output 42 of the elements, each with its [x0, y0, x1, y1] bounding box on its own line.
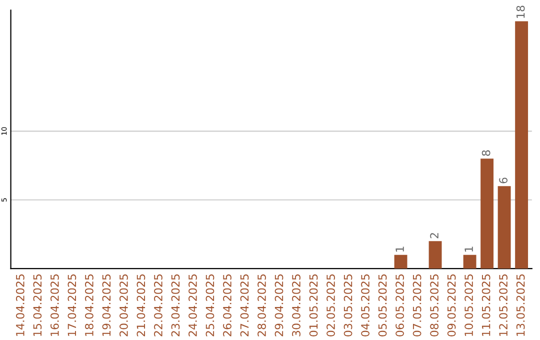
x-tick-label: 19.04.2025 [102, 274, 111, 336]
x-tick-label: 27.04.2025 [240, 274, 249, 336]
x-tick-label: 16.04.2025 [50, 274, 59, 336]
bar [463, 254, 476, 269]
data-label: 6 [499, 178, 508, 184]
data-label: 1 [396, 246, 404, 252]
bar [394, 254, 408, 269]
x-tick-label: 21.04.2025 [136, 274, 146, 336]
x-tick-label: 13.05.2025 [516, 274, 525, 336]
x-tick-label: 24.04.2025 [188, 274, 197, 336]
x-tick-label: 20.04.2025 [120, 274, 128, 336]
x-tick-label: 26.04.2025 [223, 274, 232, 336]
data-label: 18 [516, 6, 525, 18]
x-tick-label: 23.04.2025 [171, 274, 180, 336]
data-label: 8 [482, 150, 490, 156]
bar [498, 186, 511, 269]
bar [515, 21, 528, 269]
x-tick-label: 04.05.2025 [361, 274, 370, 336]
x-tick-label: 01.05.2025 [309, 274, 318, 336]
x-tick-label: 02.05.2025 [326, 274, 335, 336]
x-tick-label: 05.05.2025 [378, 274, 387, 336]
data-label: 2 [430, 233, 438, 238]
bar [480, 158, 494, 269]
x-tick-label: 29.04.2025 [274, 274, 284, 336]
bar [428, 241, 442, 269]
data-label: 1 [464, 246, 473, 252]
x-tick-label: 06.05.2025 [396, 274, 404, 336]
x-tick-label: 12.05.2025 [499, 274, 508, 336]
x-tick-label: 17.04.2025 [68, 274, 76, 336]
x-tick-label: 10.05.2025 [464, 274, 474, 336]
x-tick-label: 22.04.2025 [154, 274, 162, 336]
x-tick-label: 18.04.2025 [84, 274, 94, 336]
x-tick-label: 03.05.2025 [344, 274, 352, 336]
x-tick-label: 30.04.2025 [292, 274, 300, 336]
x-tick-label: 09.05.2025 [447, 274, 456, 336]
x-tick-label: 28.04.2025 [258, 274, 266, 336]
x-tick-label: 11.05.2025 [482, 274, 490, 336]
x-tick-label: 15.04.2025 [33, 274, 42, 336]
x-tick-label: 14.04.2025 [16, 274, 24, 336]
x-tick-label: 07.05.2025 [412, 274, 422, 336]
x-tick-label: 08.05.2025 [430, 274, 438, 336]
x-tick-label: 25.04.2025 [206, 274, 214, 336]
